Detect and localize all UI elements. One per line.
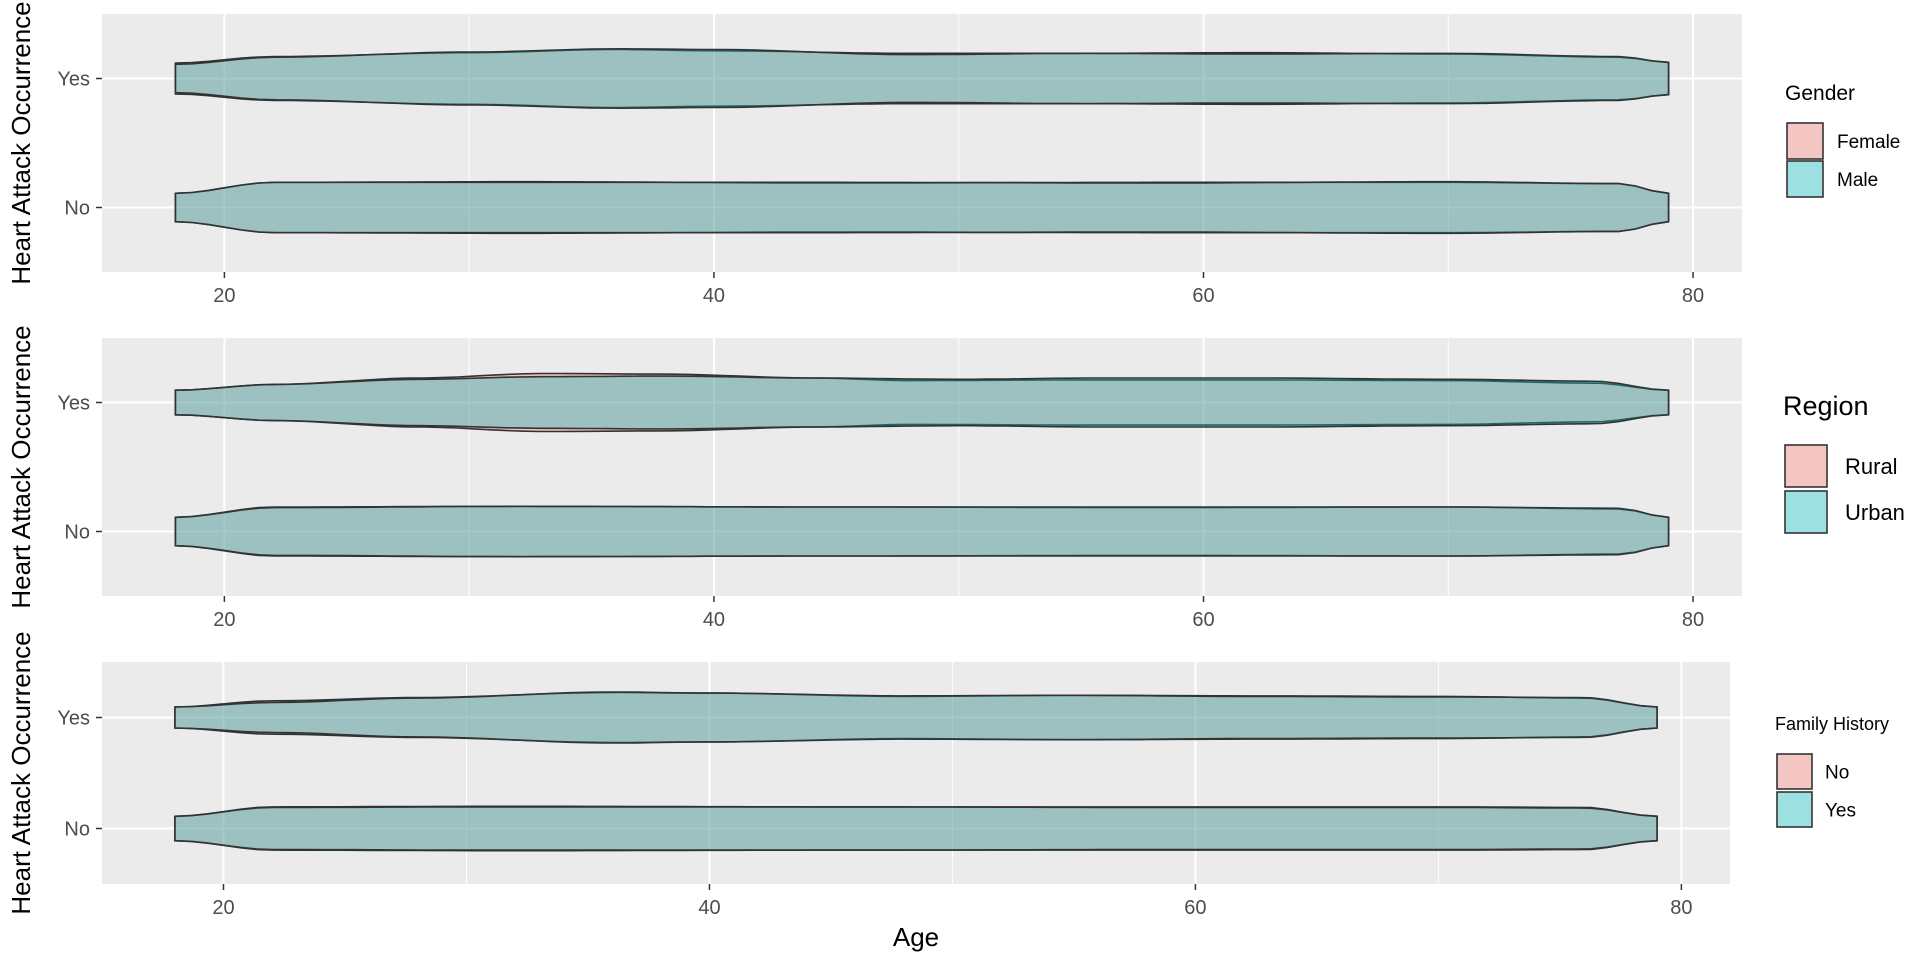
legend-key-bg (1787, 161, 1823, 197)
y-tick-label: No (64, 819, 90, 841)
legend-key-swatch (1776, 753, 1813, 790)
legend-key-swatch (1784, 490, 1828, 534)
legend-label: Yes (1825, 800, 1856, 821)
x-tick-label: 60 (1192, 285, 1214, 307)
legend-key-bg (1785, 445, 1827, 487)
violin-yes-no (174, 806, 1658, 851)
x-tick-label: 80 (1682, 609, 1704, 631)
x-tick-label: 80 (1682, 285, 1704, 307)
legend-title: Gender (1785, 82, 1855, 105)
plot-background (102, 338, 1742, 596)
y-tick-label: Yes (57, 393, 90, 415)
legend-key-bg (1787, 123, 1823, 159)
y-tick-label: No (64, 198, 90, 220)
violin-urban-yes (174, 375, 1670, 430)
violin-male-no (174, 180, 1670, 235)
y-tick-label: Yes (57, 708, 90, 730)
plot-background (102, 14, 1742, 272)
violin-yes-yes (174, 691, 1658, 744)
violin-male-yes (174, 47, 1670, 110)
legend-title: Region (1783, 391, 1869, 421)
legend-key-swatch (1786, 160, 1824, 198)
x-tick-label: 20 (213, 609, 235, 631)
x-tick-label: 80 (1670, 897, 1692, 919)
chart-panel-1: 20 40 60 80 No Yes Heart Attack Occurrence Gend… (6, 1, 1900, 307)
legend-label: Rural (1845, 454, 1898, 479)
x-tick-label: 40 (698, 897, 720, 919)
legend-key-bg (1777, 754, 1812, 789)
legend-key-bg (1777, 792, 1812, 827)
legend-key-swatch (1776, 791, 1813, 828)
legend-label: Urban (1845, 500, 1905, 525)
legend-label: Female (1837, 132, 1900, 153)
y-axis-title: Heart Attack Occurrence (6, 631, 36, 914)
legend-title: Family History (1775, 714, 1889, 734)
x-tick-label: 40 (703, 609, 725, 631)
legend-key-swatch (1784, 444, 1828, 488)
legend-label: No (1825, 762, 1849, 783)
legend-key-swatch (1786, 122, 1824, 160)
violin-urban-no (174, 505, 1670, 558)
x-tick-label: 20 (213, 285, 235, 307)
legend: Family History No Yes (1775, 714, 1889, 828)
x-tick-label: 40 (703, 285, 725, 307)
y-axis-title: Heart Attack Occurrence (6, 1, 36, 284)
x-axis-title: Age (893, 922, 939, 952)
y-tick-label: No (64, 522, 90, 544)
x-tick-label: 20 (212, 897, 234, 919)
legend: Region Rural Urban (1783, 391, 1905, 534)
legend: Gender Female Male (1785, 82, 1900, 198)
y-tick-label: Yes (57, 69, 90, 91)
legend-key-bg (1785, 491, 1827, 533)
y-axis-title: Heart Attack Occurrence (6, 325, 36, 608)
x-tick-label: 60 (1192, 609, 1214, 631)
x-tick-label: 60 (1184, 897, 1206, 919)
chart-panel-2: 20 40 60 80 No Yes Heart Attack Occurrence Regi… (6, 325, 1905, 631)
chart-panel-3: 20 40 60 80 No Yes Heart Attack Occurrence Age F… (6, 631, 1889, 952)
legend-label: Male (1837, 170, 1878, 191)
